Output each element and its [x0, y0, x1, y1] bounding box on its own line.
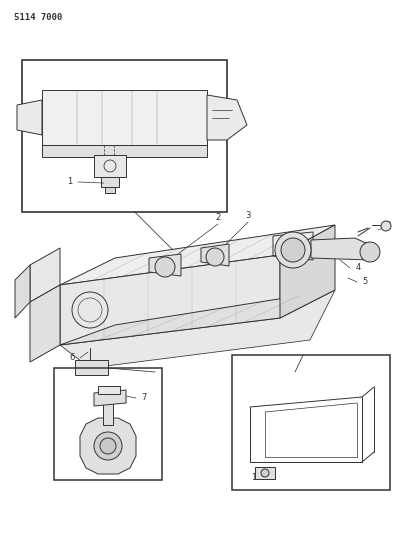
Circle shape	[155, 257, 175, 277]
Text: 7: 7	[141, 393, 147, 402]
Polygon shape	[60, 255, 280, 345]
Circle shape	[281, 238, 305, 262]
Circle shape	[381, 221, 391, 231]
Circle shape	[72, 292, 108, 328]
Polygon shape	[17, 100, 42, 135]
Circle shape	[360, 242, 380, 262]
Polygon shape	[201, 244, 229, 266]
Polygon shape	[207, 95, 247, 140]
Bar	[94, 155, 126, 177]
Bar	[22, 60, 227, 212]
Polygon shape	[149, 254, 181, 276]
Bar	[75, 360, 108, 375]
Bar	[54, 368, 162, 480]
Circle shape	[206, 248, 224, 266]
Polygon shape	[30, 285, 60, 362]
Polygon shape	[42, 90, 207, 145]
Bar	[105, 187, 115, 193]
Text: 1: 1	[67, 177, 73, 187]
Circle shape	[275, 232, 311, 268]
Polygon shape	[280, 225, 335, 318]
Polygon shape	[15, 265, 30, 318]
Text: 9: 9	[386, 221, 390, 230]
Bar	[101, 177, 119, 187]
Circle shape	[261, 469, 269, 477]
Polygon shape	[80, 418, 136, 474]
Polygon shape	[42, 145, 207, 157]
Bar	[232, 355, 390, 490]
Polygon shape	[94, 390, 126, 406]
Text: 5: 5	[362, 278, 368, 287]
Text: 1: 1	[251, 473, 257, 482]
Circle shape	[94, 432, 122, 460]
Circle shape	[100, 438, 116, 454]
Polygon shape	[311, 238, 370, 260]
Polygon shape	[30, 248, 60, 302]
Text: 2: 2	[215, 214, 221, 222]
Text: 4: 4	[355, 263, 361, 272]
Text: 6: 6	[69, 353, 75, 362]
Polygon shape	[60, 290, 335, 345]
Text: 8: 8	[116, 464, 122, 472]
Bar	[98, 386, 120, 394]
Polygon shape	[60, 225, 335, 285]
Bar	[103, 403, 113, 425]
Text: 5114 7000: 5114 7000	[14, 13, 62, 22]
Polygon shape	[60, 290, 335, 368]
Text: 3: 3	[245, 211, 251, 220]
Bar	[255, 467, 275, 479]
